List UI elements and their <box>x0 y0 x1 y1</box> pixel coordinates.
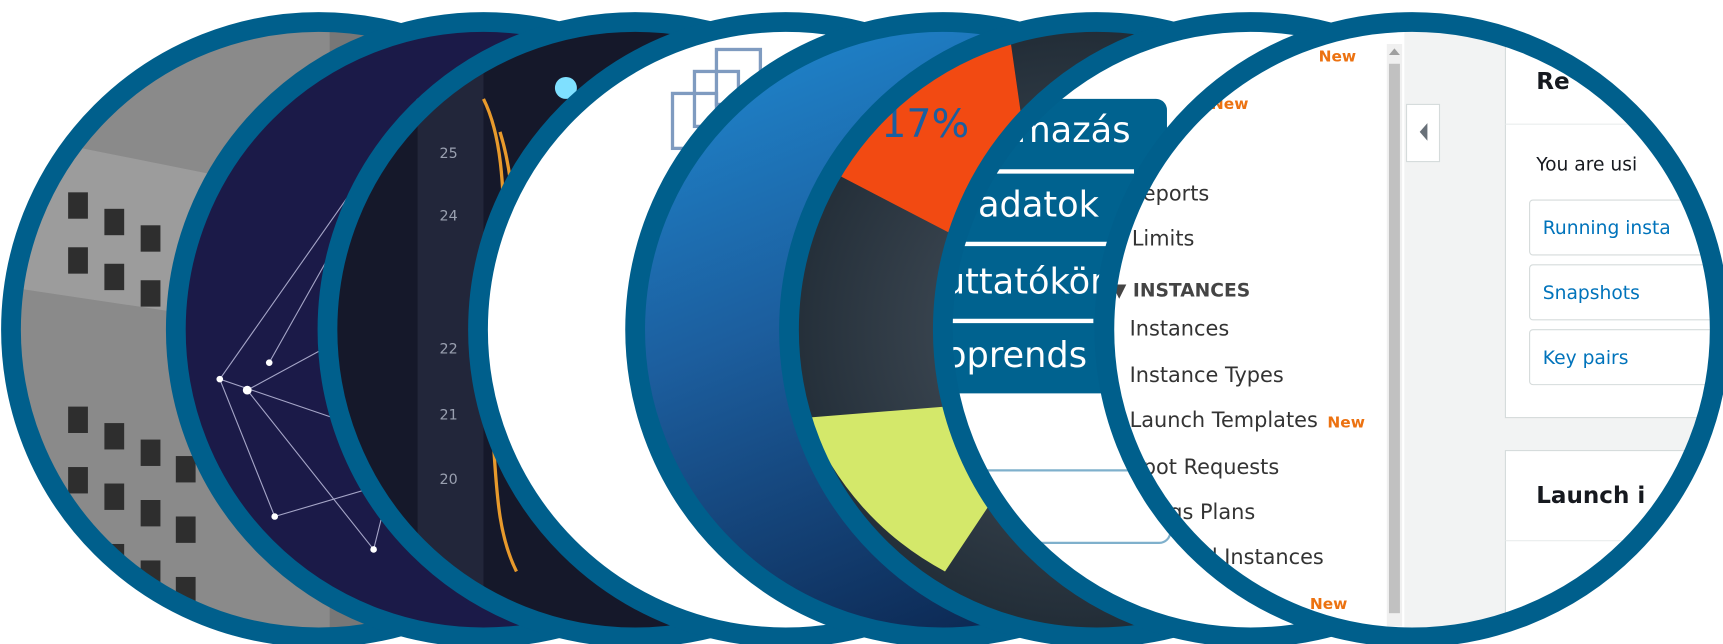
menu-item[interactable]: Instance Types <box>1130 363 1284 387</box>
panel-text: You are usi <box>1535 154 1637 175</box>
rack-number: 22 <box>440 341 458 357</box>
rack-number: 20 <box>440 472 458 488</box>
menu-item[interactable]: Instances <box>1130 317 1230 341</box>
new-badge: New <box>1310 595 1347 613</box>
service-word: oprends <box>945 335 1087 376</box>
new-badge: New <box>1327 414 1365 432</box>
rack-number: 24 <box>440 209 458 225</box>
new-badge: New <box>1319 48 1357 66</box>
menu-section[interactable]: ▼ INSTANCES <box>1112 281 1250 302</box>
service-word: zerverek <box>954 409 1107 450</box>
ring <box>1094 12 1723 644</box>
resource-link[interactable]: Key pairs <box>1543 348 1629 369</box>
menu-item[interactable]: eports <box>1143 182 1209 206</box>
rack-number: 25 <box>440 146 458 162</box>
menu-item[interactable]: Launch Templates <box>1130 408 1318 432</box>
service-word: adatok <box>978 185 1100 226</box>
menu-item[interactable]: pot Requests <box>1143 455 1279 479</box>
panel-title: Launch i <box>1536 483 1645 509</box>
menu-item[interactable]: Limits <box>1132 227 1195 251</box>
resource-link[interactable]: Running insta <box>1543 218 1671 239</box>
rack-number: 21 <box>440 407 458 423</box>
resource-link[interactable]: Snapshots <box>1543 283 1640 304</box>
